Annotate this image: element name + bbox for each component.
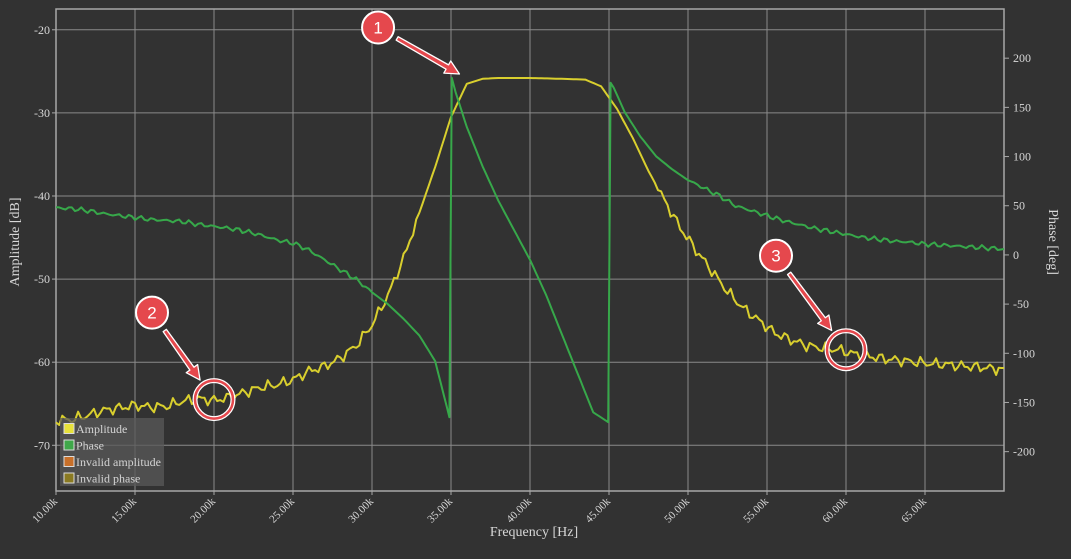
series-line-phase	[55, 76, 1005, 424]
legend-item-label: Phase	[76, 439, 104, 453]
x-tick-label: 45.00k	[583, 495, 613, 525]
grid-lines	[55, 9, 1004, 491]
left-tick-label: -50	[34, 272, 50, 286]
left-tick-label: -40	[34, 189, 50, 203]
x-tick-label: 25.00k	[267, 495, 297, 525]
legend-item-label: Invalid amplitude	[76, 455, 161, 469]
annotation-arrow	[786, 271, 833, 332]
annotation-arrow	[395, 36, 461, 75]
right-tick-label: 200	[1013, 51, 1031, 65]
annotation-number: 1	[373, 18, 382, 37]
x-tick-label: 10.00k	[30, 495, 60, 525]
x-tick-label: 40.00k	[504, 495, 534, 525]
right-tick-label: 50	[1013, 199, 1025, 213]
legend-swatch	[63, 439, 75, 451]
annotation-badge	[361, 10, 396, 45]
x-tick-label: 55.00k	[741, 495, 771, 525]
right-axis-ticks: 200 150 100 50 0 -50 -100 -150 -200	[1004, 51, 1035, 459]
series-line-amplitude	[55, 77, 1004, 426]
x-tick-label: 20.00k	[188, 495, 218, 525]
legend-swatch	[63, 472, 75, 484]
annotation-ring	[825, 329, 867, 370]
right-tick-label: -150	[1013, 395, 1035, 409]
series-lines	[55, 76, 1005, 426]
left-tick-label: -60	[34, 355, 50, 369]
x-axis-ticks: 10.00k 15.00k 20.00k 25.00k 30.00k 35.00k 40.0…	[30, 491, 929, 526]
annotation-ring	[193, 379, 235, 420]
legend-item-label: Amplitude	[76, 422, 127, 436]
annotation-badge	[759, 238, 793, 273]
x-tick-label: 35.00k	[425, 495, 455, 525]
x-axis-label: Frequency [Hz]	[490, 525, 578, 540]
legend-swatch	[63, 456, 75, 467]
legend-swatch	[63, 423, 75, 434]
annotation-number: 3	[771, 247, 780, 266]
annotation-number: 2	[147, 304, 156, 323]
right-tick-label: 100	[1013, 150, 1031, 164]
y-axis-label-left: Amplitude [dB]	[8, 197, 23, 286]
legend-item-label: Invalid phase	[76, 472, 140, 486]
right-tick-label: 0	[1013, 248, 1019, 262]
x-tick-label: 50.00k	[662, 495, 692, 525]
right-tick-label: 150	[1013, 100, 1031, 114]
left-tick-label: -20	[34, 23, 50, 37]
right-tick-label: -200	[1013, 445, 1035, 459]
annotations: 1 2 3	[135, 10, 868, 422]
x-tick-label: 15.00k	[109, 495, 139, 525]
x-tick-label: 65.00k	[899, 495, 929, 525]
left-axis-ticks: -20 -30 -40 -50 -60 -70	[34, 23, 56, 452]
right-tick-label: -50	[1013, 297, 1029, 311]
left-tick-label: -70	[34, 438, 50, 452]
annotation-badge	[135, 295, 169, 330]
x-tick-label: 60.00k	[820, 495, 850, 525]
right-tick-label: -100	[1013, 346, 1035, 360]
y-axis-label-right: Phase [deg]	[1045, 209, 1060, 275]
x-tick-label: 30.00k	[346, 495, 376, 525]
legend: Amplitude Phase Invalid amplitude Invalid p…	[60, 418, 164, 486]
legend-box	[60, 418, 164, 486]
annotation-arrow	[162, 328, 201, 381]
left-tick-label: -30	[34, 106, 50, 120]
